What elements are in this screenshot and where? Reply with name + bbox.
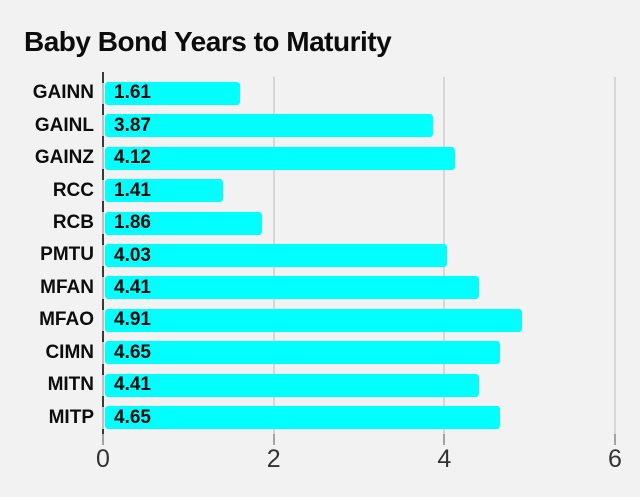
bar-MFAO: 4.91 — [105, 308, 522, 332]
gridline-x-6 — [614, 77, 616, 434]
plot-area: 1.61 3.87 4.12 1.41 1.86 4.03 4.41 4.91 4.65 4.41… — [96, 71, 622, 473]
bar-MFAN: 4.41 — [105, 276, 480, 300]
bar-value-label: 1.41 — [114, 179, 151, 201]
category-label-PMTU: PMTU — [40, 244, 94, 266]
bar-value-label: 1.61 — [114, 82, 151, 104]
bar-value-label: 4.91 — [114, 309, 151, 331]
bar-value-label: 3.87 — [114, 114, 151, 136]
bar-value-label: 4.65 — [114, 341, 151, 363]
bar-GAINN: 1.61 — [105, 81, 241, 105]
category-label-GAINN: GAINN — [32, 82, 94, 104]
y-axis-tick — [102, 71, 104, 83]
chart-title: Baby Bond Years to Maturity — [24, 26, 392, 57]
y-axis-tick — [102, 136, 104, 148]
category-label-MFAN: MFAN — [40, 276, 94, 298]
x-axis-tick-4 — [443, 434, 446, 445]
bar-value-label: 4.12 — [114, 147, 151, 169]
bar-value-label: 4.03 — [114, 244, 151, 266]
bar-value-label: 1.86 — [114, 212, 151, 234]
y-axis-tick — [102, 233, 104, 245]
y-axis-tick — [102, 363, 104, 375]
y-axis-tick — [102, 266, 104, 278]
category-label-RCC: RCC — [52, 179, 94, 201]
category-label-CIMN: CIMN — [45, 341, 94, 363]
x-axis-tick-6 — [614, 434, 616, 445]
bar-value-label: 4.41 — [114, 276, 151, 298]
y-axis-tick — [102, 168, 104, 180]
category-axis: GAINN GAINL GAINZ RCC RCB PMTU MFAN MFAO CIMN MIT… — [0, 77, 94, 434]
y-axis-line — [102, 77, 104, 434]
bar-CIMN: 4.65 — [105, 341, 500, 365]
y-axis-tick — [102, 201, 104, 213]
bar-MITP: 4.65 — [105, 406, 500, 430]
bar-GAINL: 3.87 — [105, 114, 434, 138]
x-axis-tick-label-2: 2 — [266, 445, 281, 473]
bar-RCC: 1.41 — [105, 179, 224, 203]
category-label-RCB: RCB — [52, 212, 94, 234]
category-label-GAINL: GAINL — [34, 114, 94, 136]
bar-PMTU: 4.03 — [105, 244, 447, 267]
bar-MITN: 4.41 — [105, 373, 480, 397]
x-axis-tick-0 — [102, 434, 104, 445]
x-axis-tick-2 — [272, 434, 275, 445]
y-axis-tick — [102, 103, 104, 115]
bar-value-label: 4.41 — [114, 374, 151, 396]
x-axis-tick-label-6: 6 — [608, 445, 622, 473]
category-label-GAINZ: GAINZ — [34, 147, 94, 169]
category-label-MITP: MITP — [48, 406, 94, 428]
y-axis-tick — [102, 298, 104, 310]
y-axis-tick — [102, 396, 104, 408]
bar-RCB: 1.86 — [105, 211, 262, 235]
category-label-MFAO: MFAO — [39, 309, 94, 331]
y-axis-tick — [102, 331, 104, 343]
category-label-MITN: MITN — [47, 374, 94, 396]
bar-GAINZ: 4.12 — [105, 146, 455, 170]
x-axis-tick-label-4: 4 — [437, 445, 452, 473]
bar-value-label: 4.65 — [114, 406, 151, 428]
x-axis-tick-label-0: 0 — [96, 445, 110, 473]
